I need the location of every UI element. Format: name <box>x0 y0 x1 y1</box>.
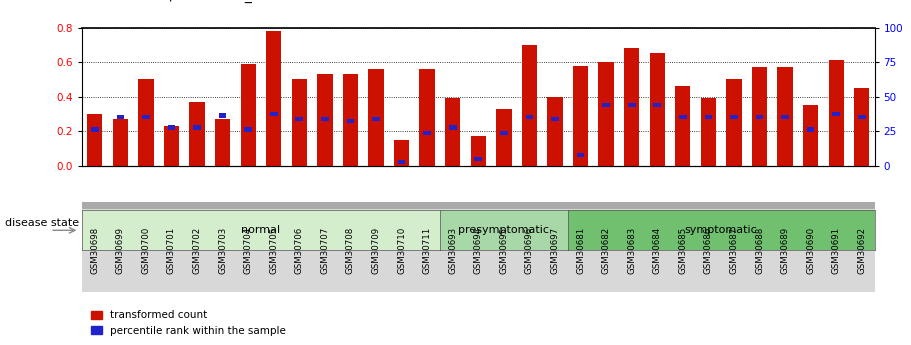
Text: GSM30695: GSM30695 <box>499 227 508 274</box>
Bar <box>855 88 869 166</box>
Bar <box>782 115 789 119</box>
Text: GSM30711: GSM30711 <box>423 227 432 274</box>
Bar <box>346 119 354 123</box>
Bar <box>241 64 256 166</box>
Legend: transformed count, percentile rank within the sample: transformed count, percentile rank withi… <box>87 306 291 340</box>
Text: GSM30682: GSM30682 <box>601 227 610 274</box>
Bar <box>343 74 358 166</box>
Text: GSM30708: GSM30708 <box>346 227 355 274</box>
Bar <box>551 117 558 121</box>
Bar <box>522 45 537 166</box>
Text: GSM30709: GSM30709 <box>372 227 381 274</box>
Bar <box>270 112 278 116</box>
Bar <box>164 126 179 166</box>
Bar <box>87 114 102 166</box>
Bar <box>756 115 763 119</box>
Text: GSM30689: GSM30689 <box>781 227 790 274</box>
Bar <box>628 103 636 107</box>
Bar <box>858 115 865 119</box>
Text: GSM30705: GSM30705 <box>270 227 278 274</box>
Bar <box>701 98 716 166</box>
Text: GSM30707: GSM30707 <box>321 227 330 274</box>
Bar <box>91 127 98 131</box>
Bar <box>471 136 486 166</box>
Bar <box>828 60 844 166</box>
Bar <box>752 67 767 166</box>
Bar <box>548 97 563 166</box>
Text: GSM30683: GSM30683 <box>627 227 636 274</box>
Bar <box>244 127 252 131</box>
Text: GSM30692: GSM30692 <box>857 227 866 274</box>
Text: GSM30699: GSM30699 <box>116 227 125 274</box>
Bar <box>730 115 738 119</box>
Text: disease state: disease state <box>5 218 78 228</box>
Bar <box>599 62 614 166</box>
Text: GSM30704: GSM30704 <box>243 227 252 274</box>
Text: GSM30693: GSM30693 <box>448 227 457 274</box>
Bar <box>679 115 687 119</box>
Bar <box>292 79 307 166</box>
Bar <box>833 112 840 116</box>
Bar <box>368 69 384 166</box>
Bar <box>726 79 742 166</box>
Bar <box>704 115 712 119</box>
Text: GSM30698: GSM30698 <box>90 227 99 274</box>
Bar <box>113 119 128 166</box>
Text: GSM30681: GSM30681 <box>576 227 585 274</box>
Bar <box>653 103 661 107</box>
Text: presymptomatic: presymptomatic <box>458 225 549 235</box>
Bar <box>573 66 589 166</box>
Bar <box>373 117 380 121</box>
Text: GSM30684: GSM30684 <box>653 227 661 274</box>
Text: GSM30702: GSM30702 <box>192 227 201 274</box>
Text: GSM30686: GSM30686 <box>704 227 713 274</box>
Bar <box>777 67 793 166</box>
Bar <box>803 105 818 166</box>
Bar <box>295 117 303 121</box>
Bar <box>394 140 409 166</box>
Text: GDS1332 / 148126.3_PROBE1: GDS1332 / 148126.3_PROBE1 <box>100 0 308 3</box>
Bar <box>117 115 124 119</box>
Text: symptomatic: symptomatic <box>685 225 758 235</box>
Text: GSM30688: GSM30688 <box>755 227 764 274</box>
Bar <box>624 48 640 166</box>
Bar <box>675 86 691 166</box>
Bar <box>424 131 431 135</box>
Text: GSM30706: GSM30706 <box>295 227 303 274</box>
Text: GSM30690: GSM30690 <box>806 227 815 274</box>
Bar <box>168 126 175 130</box>
Bar <box>142 115 149 119</box>
Text: GSM30701: GSM30701 <box>167 227 176 274</box>
Bar <box>215 119 230 166</box>
Bar <box>445 98 460 166</box>
Text: normal: normal <box>241 225 281 235</box>
Bar <box>193 126 200 130</box>
Bar <box>807 127 814 131</box>
Text: GSM30703: GSM30703 <box>218 227 227 274</box>
Bar <box>500 131 507 135</box>
Text: GSM30700: GSM30700 <box>141 227 150 274</box>
Bar <box>219 114 227 118</box>
Text: GSM30694: GSM30694 <box>474 227 483 274</box>
Text: GSM30685: GSM30685 <box>679 227 687 274</box>
Bar <box>449 126 456 130</box>
Bar <box>317 74 333 166</box>
Bar <box>475 157 482 161</box>
Bar <box>398 160 405 164</box>
Text: GSM30696: GSM30696 <box>525 227 534 274</box>
Bar <box>577 153 584 157</box>
Bar <box>602 103 610 107</box>
Text: GSM30710: GSM30710 <box>397 227 406 274</box>
Bar <box>526 115 533 119</box>
Bar <box>189 102 205 166</box>
Bar <box>419 69 435 166</box>
Text: GSM30691: GSM30691 <box>832 227 841 274</box>
Bar <box>266 31 281 166</box>
Bar <box>321 117 329 121</box>
Bar <box>138 79 154 166</box>
Text: GSM30697: GSM30697 <box>550 227 559 274</box>
Text: GSM30687: GSM30687 <box>730 227 739 274</box>
Bar <box>496 109 511 166</box>
Bar <box>650 53 665 166</box>
